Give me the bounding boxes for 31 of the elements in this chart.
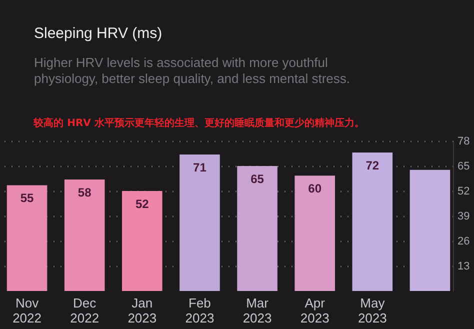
x-tick-label: Mar 2023	[242, 296, 272, 326]
bar	[122, 191, 162, 291]
y-tick-label: 39	[458, 210, 470, 222]
data-label: 52	[135, 197, 150, 211]
chart-subtitle: Higher HRV levels is associated with more youthful physiology, better sleep quality, and less mental stress.	[34, 55, 350, 86]
x-tick-label: Nov 2022	[12, 296, 42, 326]
data-label: 58	[78, 185, 92, 200]
bar	[64, 179, 105, 291]
bar	[294, 176, 335, 291]
bar	[352, 152, 393, 291]
data-label: 65	[250, 172, 264, 186]
y-tick-label: 65	[458, 160, 470, 172]
x-tick-label: Jan 2023	[128, 296, 157, 326]
text: 较高的 HRV 水平预示更年轻的生理、更好的睡眠质量和更少的精神压力。	[32, 117, 364, 129]
bar	[410, 170, 450, 291]
data-label: 71	[193, 160, 207, 174]
y-tick-label: 78	[458, 136, 470, 148]
y-tick-label: 13	[458, 260, 470, 272]
x-tick-label: Apr 2023	[300, 296, 330, 326]
x-tick-label: Feb 2023	[185, 296, 214, 326]
data-label: 72	[366, 158, 380, 173]
chart-title: Sleeping HRV (ms)	[34, 25, 162, 42]
y-tick-label: 52	[458, 186, 470, 198]
bar	[6, 185, 48, 291]
bar	[237, 166, 278, 291]
bar	[180, 154, 220, 291]
data-label: 60	[308, 182, 322, 196]
x-tick-label: Dec 2022	[70, 296, 100, 326]
data-label: 55	[20, 191, 34, 206]
y-tick-label: 26	[458, 236, 470, 248]
x-tick-label: May 2023	[358, 296, 387, 326]
